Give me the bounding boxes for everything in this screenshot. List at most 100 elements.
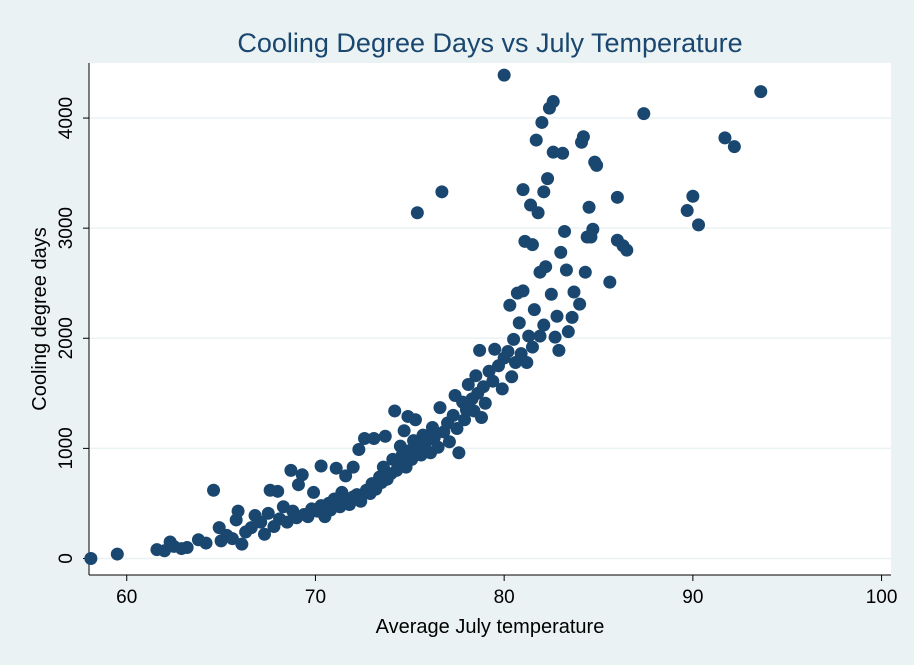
data-point [550, 309, 564, 323]
data-point [261, 506, 275, 520]
data-point [358, 431, 372, 445]
data-point [388, 404, 402, 418]
data-point [539, 260, 553, 274]
data-point [516, 183, 530, 197]
data-point [501, 344, 515, 358]
data-point [512, 316, 526, 330]
data-point [452, 446, 466, 460]
x-axis-title: Average July temperature [376, 616, 605, 638]
data-point [520, 355, 534, 369]
data-point [307, 485, 321, 499]
data-point [548, 330, 562, 344]
data-point [314, 459, 328, 473]
x-tick-label: 90 [682, 587, 703, 608]
y-tick-label: 1000 [56, 427, 77, 469]
data-point [207, 483, 221, 497]
data-point [254, 515, 268, 529]
data-point [110, 547, 124, 561]
x-tick-label: 60 [116, 587, 137, 608]
data-point [754, 85, 768, 99]
data-point [727, 140, 741, 154]
data-point [544, 287, 558, 301]
data-point [559, 263, 573, 277]
data-point [442, 435, 456, 449]
data-point [556, 146, 570, 160]
data-point [529, 133, 543, 147]
data-point [505, 370, 519, 384]
data-point [433, 401, 447, 415]
data-point [525, 238, 539, 252]
data-point [537, 185, 551, 199]
data-point [235, 537, 249, 551]
data-point [231, 504, 245, 518]
x-axis-ticks: 60 70 80 90 100 [116, 575, 897, 608]
data-point [180, 540, 194, 554]
y-axis-ticks: 0 1000 2000 3000 4000 [56, 97, 89, 564]
y-tick-label: 0 [56, 553, 77, 564]
data-point [352, 442, 366, 456]
data-point [84, 551, 98, 565]
data-point [478, 396, 492, 410]
data-point [516, 284, 530, 298]
data-point [503, 298, 517, 312]
data-point [446, 408, 460, 422]
data-point [686, 189, 700, 203]
data-point [458, 413, 472, 427]
data-point [473, 343, 487, 357]
data-point [486, 374, 500, 388]
data-point [367, 431, 381, 445]
data-point [541, 172, 555, 186]
data-point [527, 303, 541, 317]
x-tick-label: 80 [494, 587, 515, 608]
data-point [469, 369, 483, 383]
data-point [244, 521, 258, 535]
data-point [271, 484, 285, 498]
data-point [637, 107, 651, 121]
data-point [284, 463, 298, 477]
data-point [497, 68, 511, 82]
chart-title: Cooling Degree Days vs July Temperature [237, 28, 742, 58]
data-point [546, 145, 560, 159]
data-point [610, 190, 624, 204]
data-point [561, 325, 575, 339]
data-point [476, 380, 490, 394]
data-point [573, 297, 587, 311]
data-point [435, 185, 449, 199]
data-point [718, 131, 732, 145]
grid-lines [89, 117, 891, 560]
x-tick-label: 100 [866, 587, 898, 608]
data-point [225, 532, 239, 546]
data-point [554, 245, 568, 259]
data-point [346, 460, 360, 474]
data-point [565, 310, 579, 324]
x-tick-label: 70 [305, 587, 326, 608]
data-point [586, 222, 600, 236]
data-point [291, 478, 305, 492]
data-point [450, 422, 464, 436]
data-point [537, 318, 551, 332]
data-point [620, 243, 634, 257]
data-point [475, 411, 489, 425]
data-point [558, 224, 572, 238]
y-tick-label: 4000 [56, 97, 77, 139]
data-point [522, 329, 536, 343]
data-point [199, 536, 213, 550]
data-point [425, 420, 439, 434]
data-point [431, 440, 445, 454]
data-point [482, 364, 496, 378]
data-point [488, 342, 502, 356]
data-point [329, 461, 343, 475]
y-axis-title: Cooling degree days [29, 227, 51, 410]
data-point [339, 469, 353, 483]
plot-area [89, 63, 891, 575]
data-point [546, 95, 560, 109]
data-point [507, 332, 521, 346]
data-point [397, 424, 411, 438]
data-point [410, 206, 424, 220]
data-point [590, 158, 604, 172]
data-point [427, 430, 441, 444]
data-point [578, 265, 592, 279]
data-point [582, 200, 596, 214]
data-point [495, 382, 509, 396]
